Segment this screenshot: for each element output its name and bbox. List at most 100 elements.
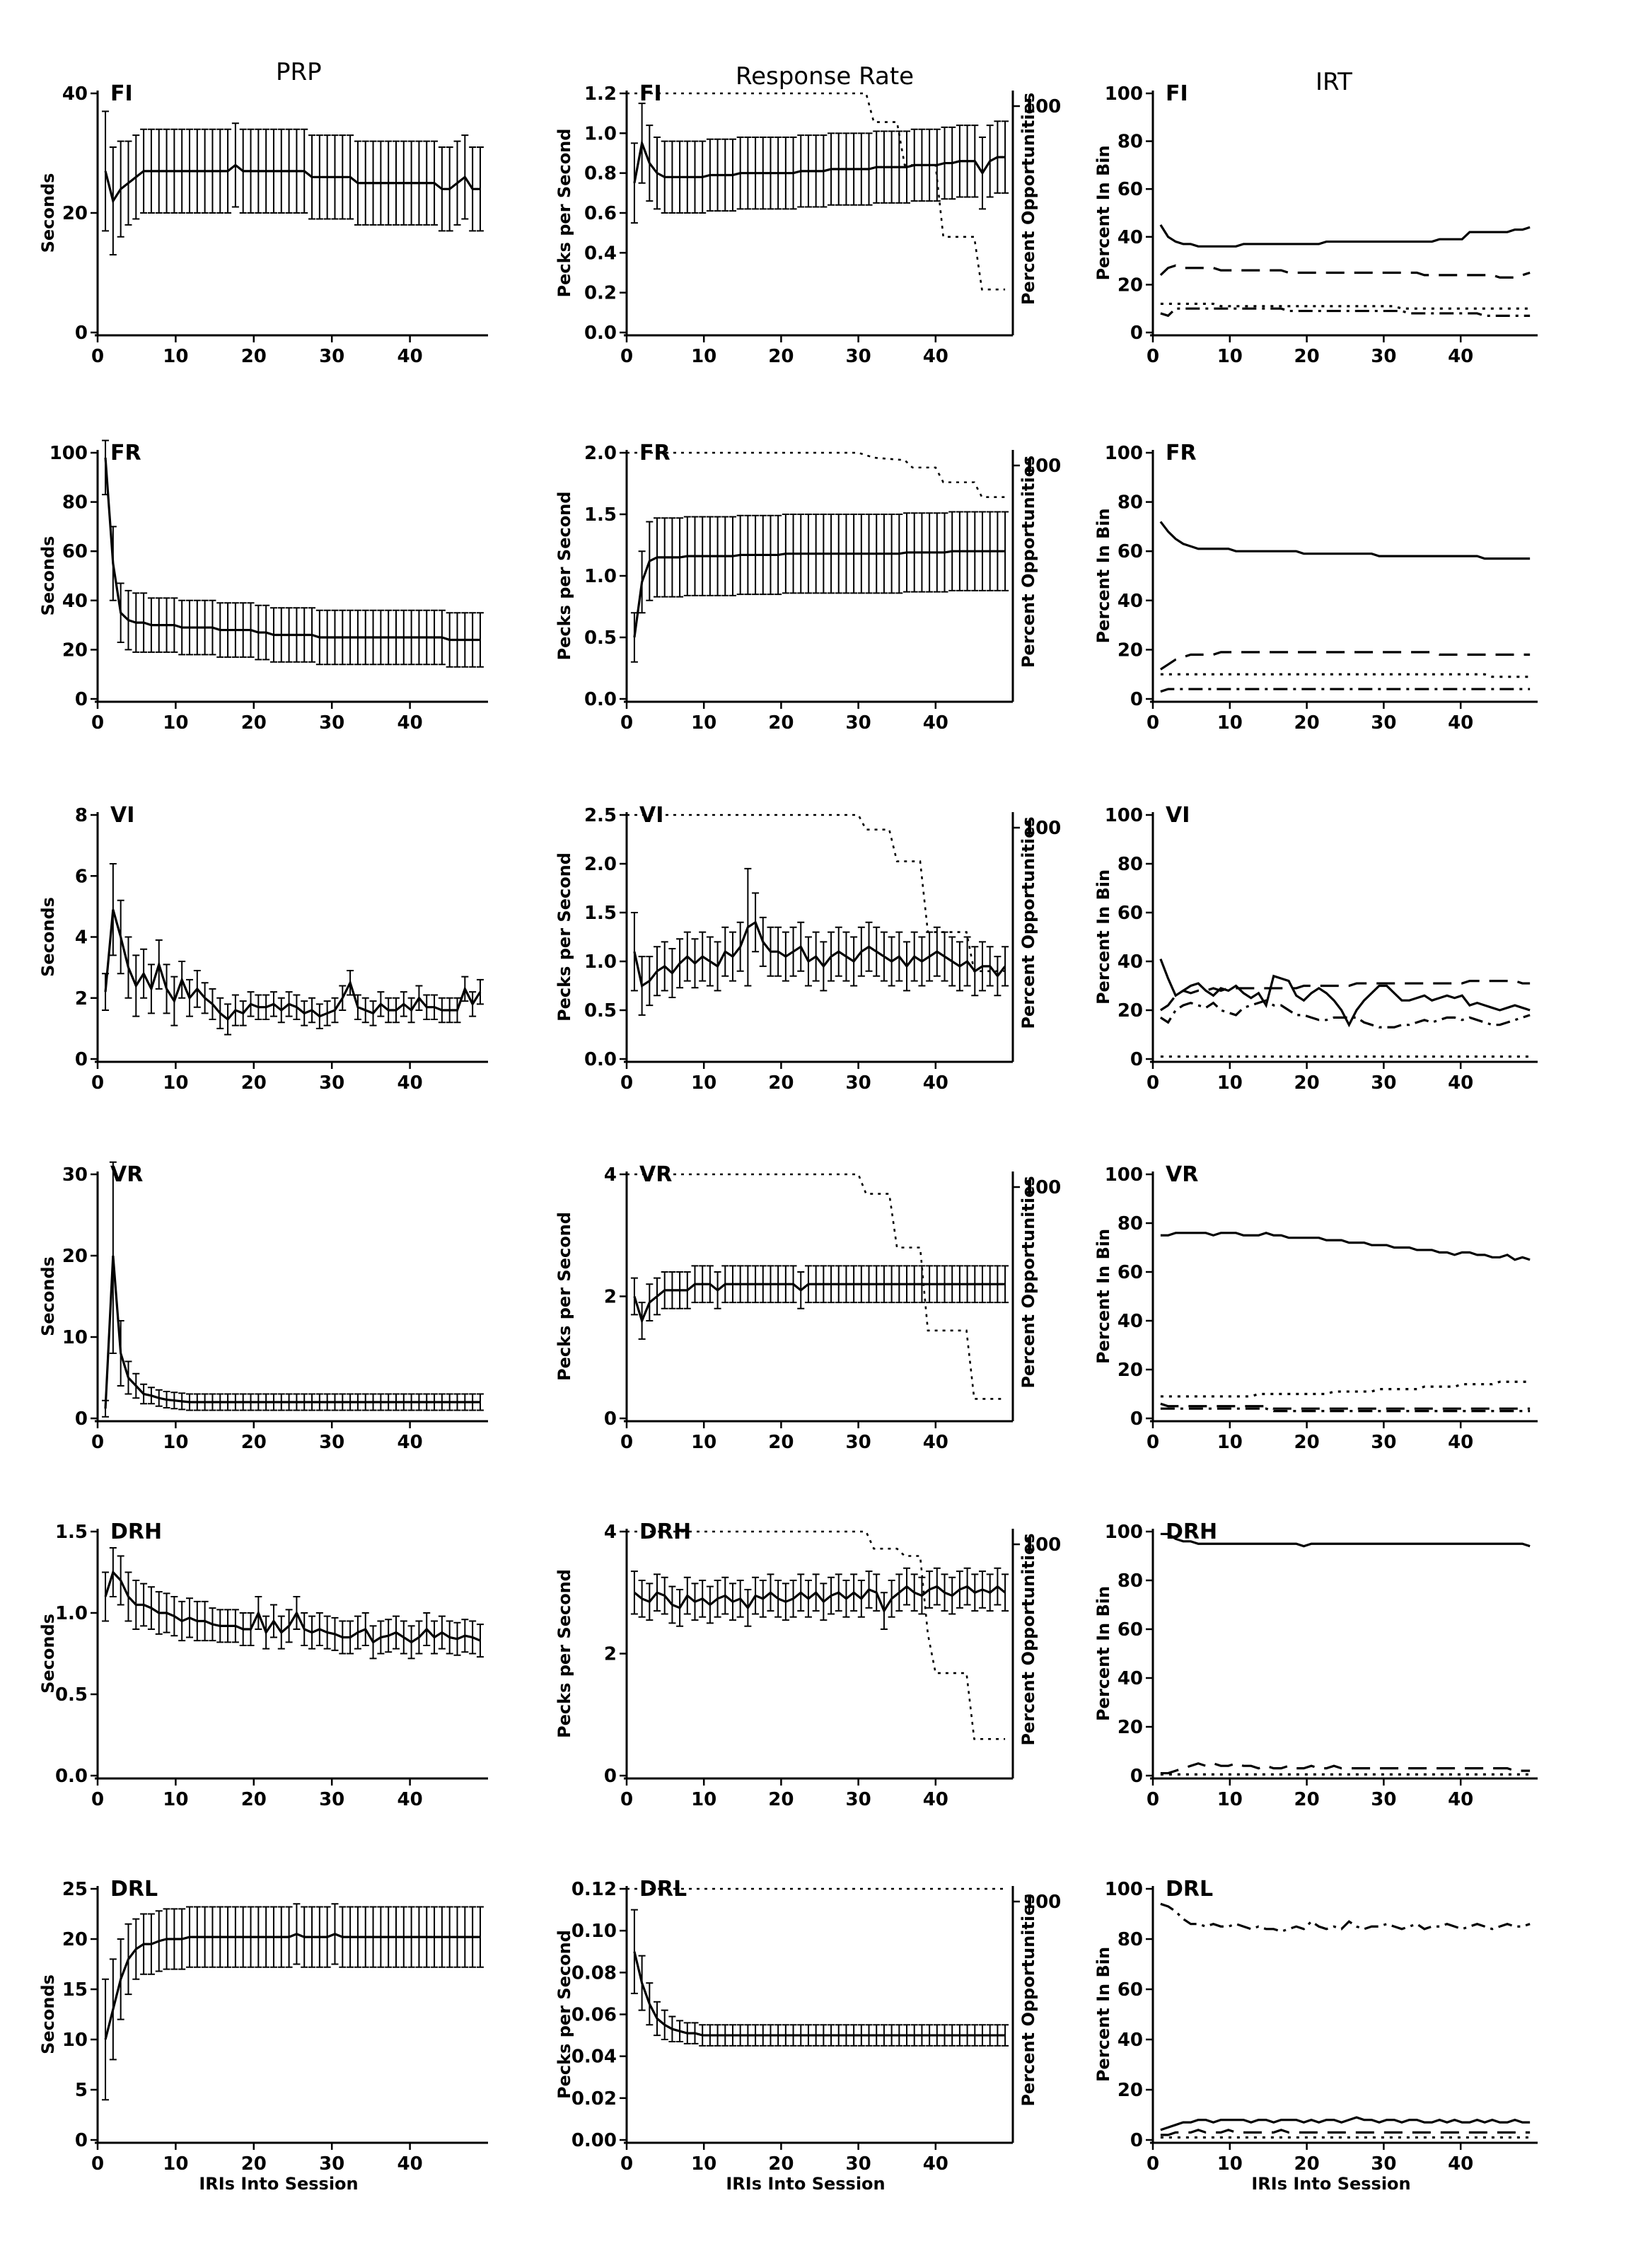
x-tick-label: 0 — [620, 346, 633, 367]
y-tick-label: 20 — [1118, 1717, 1143, 1738]
x-tick-label: 30 — [1371, 1072, 1396, 1094]
y-tick-label: 0.12 — [571, 1879, 617, 1900]
panel-prp-DRL: 0 5 10 15 20 25 0 10 20 30 40 Seconds IRIs Into Sess… — [38, 1877, 488, 2194]
x-tick-label: 10 — [1217, 1789, 1243, 1810]
x-tick-label: 0 — [1147, 1432, 1159, 1453]
x-tick-label: 30 — [846, 1072, 871, 1094]
y-tick-label: 20 — [62, 203, 88, 224]
x-tick-label: 0 — [1147, 712, 1159, 734]
y-tick-label: 0.00 — [571, 2130, 617, 2151]
y2-tick-label: 100 — [1023, 456, 1061, 477]
y-tick-label: 0 — [1130, 1049, 1143, 1070]
x-tick-label: 20 — [768, 1432, 794, 1453]
y-axis-title: Seconds — [38, 536, 58, 616]
opportunities-line — [627, 451, 1006, 498]
x-axis-title: IRIs Into Session — [199, 2174, 358, 2194]
x-tick-label: 10 — [163, 1432, 188, 1453]
x-axis-title: IRIs Into Session — [726, 2174, 885, 2194]
x-tick-label: 40 — [923, 1072, 948, 1094]
x-tick-label: 20 — [768, 2153, 794, 2175]
irt-series-solid — [1159, 224, 1531, 248]
irt-series-dash — [1160, 1402, 1531, 1410]
x-tick-label: 40 — [923, 1789, 948, 1810]
mean-line — [104, 1255, 480, 1409]
y-tick-label: 100 — [1105, 83, 1143, 105]
y-tick-label: 0 — [75, 323, 88, 344]
y-axis-title: Seconds — [38, 1614, 58, 1694]
y-tick-label: 0.6 — [584, 203, 617, 224]
y-tick-label: 0.06 — [571, 2005, 617, 2026]
x-tick-label: 0 — [1147, 346, 1159, 367]
x-tick-label: 20 — [241, 2153, 267, 2175]
panel-label: VR — [1166, 1162, 1198, 1187]
y-axis-title: Pecks per Second — [555, 1569, 574, 1738]
y-tick-label: 60 — [1118, 179, 1143, 200]
y2-axis-title: Percent Opportunities — [1018, 1894, 1038, 2106]
y-tick-label: 0.2 — [584, 283, 617, 304]
y-axis-title: Seconds — [38, 1256, 58, 1336]
panel-prp-VI: 0 2 4 6 8 0 10 20 30 40 Seconds VI — [38, 803, 488, 1094]
y-tick-label: 80 — [1118, 1570, 1143, 1592]
y-axis-title: Seconds — [38, 173, 58, 253]
x-tick-label: 30 — [1371, 1432, 1396, 1453]
x-tick-label: 40 — [923, 712, 948, 734]
y-tick-label: 80 — [1118, 1929, 1143, 1950]
y-tick-label: 2.5 — [584, 805, 617, 826]
y-tick-label: 20 — [1118, 640, 1143, 661]
y-tick-label: 0 — [75, 2130, 88, 2151]
y-axis-title: Percent In Bin — [1093, 1586, 1113, 1721]
x-tick-label: 10 — [163, 1789, 188, 1810]
opportunities-line — [627, 1530, 1006, 1740]
x-tick-label: 40 — [397, 1789, 423, 1810]
x-tick-label: 20 — [1294, 1432, 1320, 1453]
y-tick-label: 80 — [1118, 132, 1143, 153]
y-tick-label: 0 — [1130, 2130, 1143, 2151]
x-tick-label: 0 — [1147, 2153, 1159, 2175]
panel-label: FI — [110, 81, 133, 106]
x-tick-label: 30 — [319, 1432, 344, 1453]
mean-line — [633, 139, 1006, 184]
y-tick-label: 2.0 — [584, 854, 617, 875]
x-tick-label: 40 — [397, 2153, 423, 2175]
y-tick-label: 4 — [604, 1522, 617, 1543]
x-tick-label: 10 — [163, 1072, 188, 1094]
x-tick-label: 30 — [319, 1072, 344, 1094]
opportunities-line — [627, 1173, 1006, 1400]
irt-series-dot — [1160, 1380, 1531, 1398]
x-tick-label: 30 — [846, 2153, 871, 2175]
x-tick-label: 0 — [620, 1072, 633, 1094]
y-tick-label: 100 — [1105, 805, 1143, 826]
y-tick-label: 20 — [1118, 1000, 1143, 1022]
x-tick-label: 20 — [768, 346, 794, 367]
irt-series-dash — [1160, 979, 1531, 1012]
y-tick-label: 80 — [1118, 1213, 1143, 1234]
y-axis-title: Pecks per Second — [555, 492, 574, 661]
y-tick-label: 100 — [50, 443, 88, 464]
x-tick-label: 0 — [1147, 1789, 1159, 1810]
y-tick-label: 20 — [1118, 274, 1143, 296]
x-tick-label: 20 — [768, 712, 794, 734]
x-tick-label: 30 — [1371, 1789, 1396, 1810]
x-tick-label: 20 — [1294, 1789, 1320, 1810]
irt-series-solid — [1160, 2116, 1531, 2131]
x-tick-label: 10 — [691, 712, 716, 734]
x-tick-label: 40 — [1448, 712, 1473, 734]
x-tick-label: 20 — [241, 1789, 267, 1810]
y2-axis-title: Percent Opportunities — [1018, 1533, 1038, 1745]
x-tick-label: 30 — [846, 1432, 871, 1453]
x-tick-label: 20 — [1294, 1072, 1320, 1094]
y-tick-label: 1.5 — [584, 903, 617, 924]
y-tick-label: 40 — [1118, 1668, 1143, 1689]
y-tick-label: 20 — [62, 1929, 88, 1950]
x-tick-label: 40 — [1448, 2153, 1473, 2175]
y-tick-label: 40 — [62, 83, 88, 105]
y-tick-label: 0 — [1130, 689, 1143, 710]
y-tick-label: 0 — [1130, 323, 1143, 344]
panel-label: DRH — [110, 1520, 162, 1544]
y-tick-label: 6 — [75, 866, 88, 887]
panel-label: DRL — [639, 1877, 687, 1902]
x-tick-label: 0 — [91, 1789, 104, 1810]
x-tick-label: 10 — [691, 1789, 716, 1810]
